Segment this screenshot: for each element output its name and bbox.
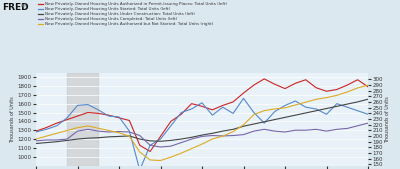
Bar [67,73,98,166]
Text: FRED: FRED [2,3,29,11]
Y-axis label: Thousands of Units: Thousands of Units [10,96,15,142]
Y-axis label: Thousands of Units: Thousands of Units [386,96,390,142]
Text: ∧∧: ∧∧ [19,3,27,8]
Legend: New Privately-Owned Housing Units Authorized in Permit-Issuing Places: Total Uni: New Privately-Owned Housing Units Author… [38,2,227,26]
